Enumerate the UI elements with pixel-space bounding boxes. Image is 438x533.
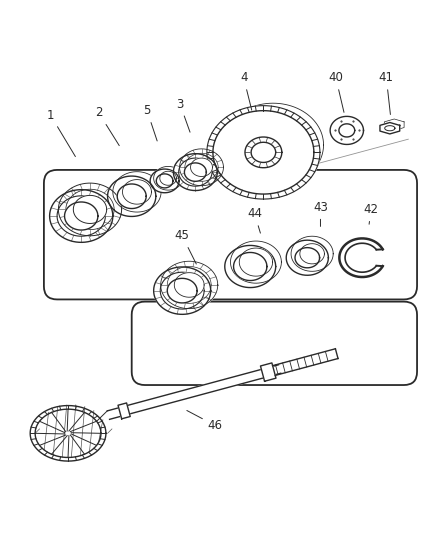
Polygon shape: [286, 240, 328, 275]
Polygon shape: [224, 245, 275, 288]
Polygon shape: [153, 267, 210, 314]
Text: 43: 43: [312, 201, 327, 227]
Polygon shape: [107, 176, 155, 216]
Polygon shape: [233, 253, 266, 280]
Text: 40: 40: [328, 71, 343, 112]
Polygon shape: [64, 202, 98, 230]
Polygon shape: [122, 180, 151, 204]
Text: 4: 4: [239, 71, 251, 110]
Polygon shape: [153, 166, 182, 190]
Polygon shape: [30, 406, 106, 461]
Polygon shape: [260, 363, 276, 381]
Polygon shape: [174, 273, 204, 297]
Polygon shape: [184, 163, 206, 181]
Polygon shape: [384, 126, 394, 131]
Text: 41: 41: [378, 71, 393, 115]
Polygon shape: [159, 171, 176, 185]
Text: 42: 42: [363, 203, 378, 224]
Text: 45: 45: [174, 229, 196, 264]
Polygon shape: [230, 241, 281, 283]
Polygon shape: [379, 123, 399, 134]
Text: 44: 44: [247, 207, 261, 233]
Polygon shape: [179, 149, 223, 185]
Text: 5: 5: [143, 104, 157, 141]
Polygon shape: [107, 365, 280, 419]
Polygon shape: [150, 169, 179, 193]
Polygon shape: [173, 154, 217, 191]
Polygon shape: [190, 158, 212, 176]
Polygon shape: [338, 124, 354, 137]
Polygon shape: [113, 172, 161, 212]
Polygon shape: [206, 106, 319, 199]
Text: 1: 1: [46, 109, 75, 157]
Polygon shape: [73, 196, 106, 223]
Polygon shape: [299, 244, 324, 264]
FancyBboxPatch shape: [131, 302, 416, 385]
Polygon shape: [290, 236, 332, 271]
FancyBboxPatch shape: [44, 170, 416, 300]
Polygon shape: [160, 261, 217, 309]
Polygon shape: [239, 248, 272, 276]
Polygon shape: [35, 409, 101, 457]
Polygon shape: [329, 116, 363, 144]
Polygon shape: [167, 278, 197, 303]
Polygon shape: [244, 137, 281, 168]
Polygon shape: [156, 174, 173, 188]
Polygon shape: [294, 248, 319, 268]
Polygon shape: [117, 184, 146, 208]
Polygon shape: [49, 190, 113, 243]
Polygon shape: [118, 403, 130, 419]
Polygon shape: [251, 142, 275, 163]
Polygon shape: [222, 103, 323, 187]
Text: 2: 2: [95, 107, 119, 146]
Text: 46: 46: [187, 410, 222, 432]
Polygon shape: [58, 183, 121, 236]
Text: 3: 3: [176, 98, 190, 132]
